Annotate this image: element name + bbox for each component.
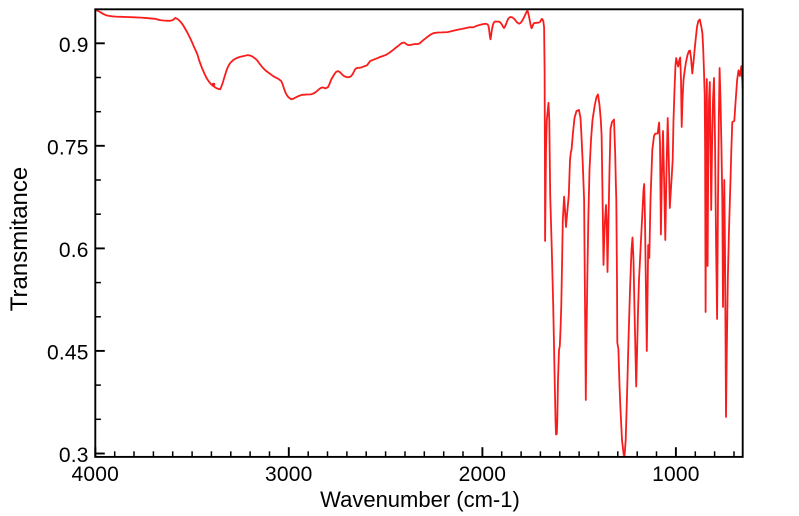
svg-text:2000: 2000 — [459, 463, 507, 486]
svg-text:0.45: 0.45 — [47, 341, 89, 364]
svg-text:0.3: 0.3 — [59, 444, 89, 467]
svg-text:4000: 4000 — [72, 463, 120, 486]
svg-text:0.9: 0.9 — [59, 34, 89, 57]
svg-text:0.75: 0.75 — [47, 136, 89, 159]
svg-text:1000: 1000 — [652, 463, 700, 486]
svg-text:0.6: 0.6 — [59, 239, 89, 262]
svg-text:Wavenumber (cm-1): Wavenumber (cm-1) — [320, 487, 520, 512]
svg-text:Transmitance: Transmitance — [6, 167, 33, 312]
svg-text:3000: 3000 — [265, 463, 313, 486]
